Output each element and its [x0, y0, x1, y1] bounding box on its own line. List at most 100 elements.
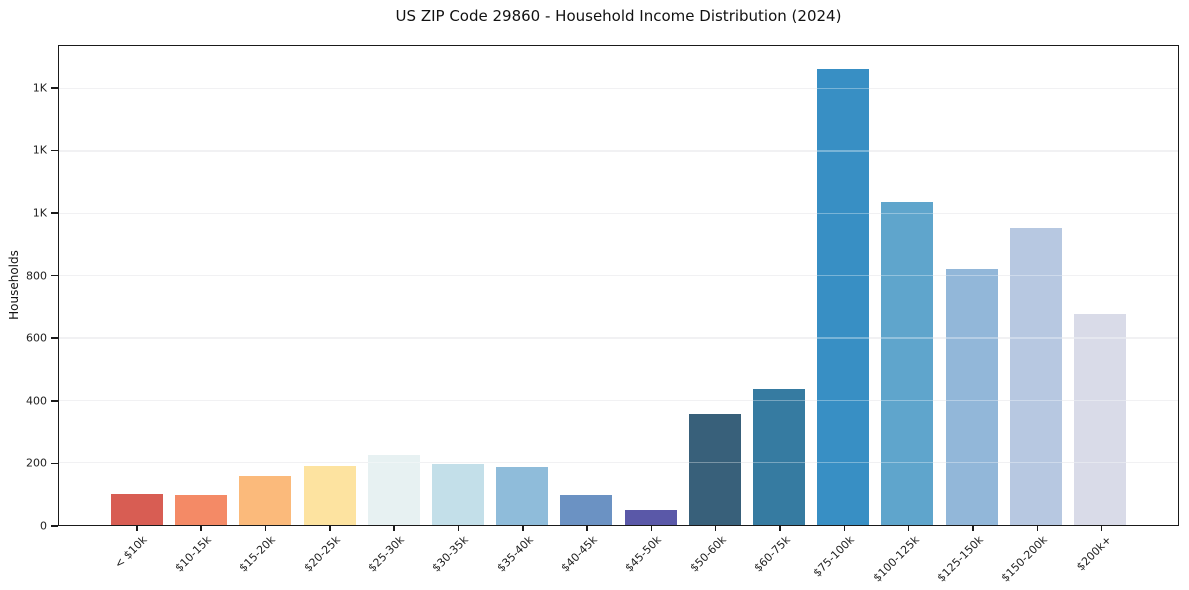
y-tick-mark-400 — [51, 400, 58, 402]
x-slot-125-150k: $125-150k — [935, 526, 1004, 590]
bar-slot-200k — [1068, 46, 1132, 525]
bar-slot-60-75k — [747, 46, 811, 525]
bar-150-200k — [1009, 228, 1062, 525]
gridline-800 — [59, 274, 1178, 277]
plot-area — [58, 45, 1179, 526]
gridline-400 — [59, 399, 1178, 402]
y-tick-mark-1000 — [51, 212, 58, 214]
bar-25-30k — [367, 455, 420, 525]
x-slot-50-60k: $50-60k — [683, 526, 747, 590]
gridline-800 — [59, 274, 1178, 277]
x-tick-mark-20-25k — [329, 526, 331, 531]
bar-slot-30-35k — [426, 46, 490, 525]
bar-100-125k — [881, 202, 934, 525]
x-tick-mark-10k — [136, 526, 138, 531]
x-tick-mark-60-75k — [779, 526, 781, 531]
y-tick-mark-200 — [51, 462, 58, 465]
y-tick-mark-1200 — [51, 149, 58, 152]
bar-slot-10-15k — [169, 46, 233, 525]
x-slot-25-30k: $25-30k — [361, 526, 425, 590]
y-tick-label-200: 200 — [26, 456, 47, 470]
x-tick-mark-50-60k — [714, 526, 717, 531]
bar-slot-100-125k — [875, 46, 939, 525]
bar-30-35k — [432, 464, 485, 525]
bar-50-60k — [688, 414, 741, 525]
gridline-1400 — [59, 87, 1178, 90]
x-slot-10k: < $10k — [104, 526, 168, 590]
x-tick-mark-35-40k — [522, 526, 524, 531]
x-slot-35-40k: $35-40k — [490, 526, 554, 590]
x-tick-mark-200k — [1100, 526, 1103, 531]
x-slot-10-15k: $10-15k — [168, 526, 232, 590]
gridlines-over — [59, 46, 1178, 525]
x-tick-mark-25-30k — [393, 526, 395, 531]
bar-40-45k — [560, 495, 613, 525]
x-tick-label-60-75k: $60-75k — [751, 533, 793, 575]
bars-layer — [59, 46, 1178, 525]
x-tick-label-10k: < $10k — [112, 533, 150, 571]
x-slot-200k: $200k+ — [1069, 526, 1133, 590]
bar-45-50k — [624, 510, 677, 525]
x-tick-label-10-15k: $10-15k — [172, 533, 214, 575]
x-tick-mark-30-35k — [457, 526, 460, 531]
bar-200k — [1073, 314, 1126, 525]
x-tick-label-15-20k: $15-20k — [237, 533, 279, 575]
gridline-1000 — [59, 212, 1178, 215]
x-tick-label-125-150k: $125-150k — [934, 533, 986, 585]
y-tick-label-400: 400 — [26, 394, 47, 408]
bar-slot-20-25k — [298, 46, 362, 525]
x-tick-label-200k: $200k+ — [1074, 533, 1115, 574]
y-tick-mark-600 — [51, 337, 58, 339]
bar-15-20k — [239, 476, 292, 525]
x-slot-30-35k: $30-35k — [426, 526, 490, 590]
x-slot-60-75k: $60-75k — [747, 526, 811, 590]
x-slot-150-200k: $150-200k — [999, 526, 1068, 590]
x-slot-20-25k: $20-25k — [297, 526, 361, 590]
y-tick-label-800: 800 — [26, 269, 47, 283]
x-slot-75-100k: $75-100k — [811, 526, 875, 590]
bar-60-75k — [752, 388, 805, 525]
bar-slot-25-30k — [362, 46, 426, 525]
x-tick-label-100-125k: $100-125k — [870, 533, 922, 585]
x-tick-label-40-45k: $40-45k — [558, 533, 600, 575]
bar-125-150k — [945, 268, 998, 525]
gridline-1400 — [59, 87, 1178, 90]
gridline-600 — [59, 337, 1178, 339]
x-axis: < $10k $10-15k $15-20k $20-25k $25-30k $30-35… — [58, 526, 1179, 590]
bar-slot-50-60k — [683, 46, 747, 525]
bar-slot-125-150k — [939, 46, 1003, 525]
x-tick-label-35-40k: $35-40k — [494, 533, 536, 575]
bar-10-15k — [175, 495, 228, 525]
y-tick-label-0: 0 — [40, 519, 47, 533]
chart-title: US ZIP Code 29860 - Household Income Dis… — [395, 7, 842, 25]
gridline-1000 — [59, 212, 1178, 215]
x-tick-label-30-35k: $30-35k — [429, 533, 472, 575]
x-slot-45-50k: $45-50k — [619, 526, 683, 590]
y-tick-mark-0 — [51, 525, 58, 527]
y-tick-label-1400: 1K — [32, 81, 47, 95]
x-tick-label-75-100k: $75-100k — [810, 533, 858, 580]
bar-75-100k — [817, 68, 870, 525]
y-tick-mark-800 — [51, 274, 58, 277]
gridline-600 — [59, 337, 1178, 339]
bar-slot-35-40k — [490, 46, 554, 525]
x-slot-15-20k: $15-20k — [233, 526, 297, 590]
gridline-1200 — [59, 150, 1178, 152]
x-tick-mark-10-15k — [200, 526, 202, 531]
bar-slot-15-20k — [233, 46, 297, 525]
x-tick-mark-15-20k — [264, 526, 267, 531]
x-tick-label-45-50k: $45-50k — [622, 533, 665, 575]
gridlines-under — [59, 46, 1178, 525]
x-tick-mark-45-50k — [650, 526, 653, 531]
x-slot-40-45k: $40-45k — [554, 526, 618, 590]
x-tick-mark-150-200k — [1036, 526, 1039, 531]
x-tick-mark-75-100k — [843, 526, 846, 531]
x-tick-label-25-30k: $25-30k — [365, 533, 407, 575]
bar-10k — [111, 493, 164, 525]
x-tick-label-50-60k: $50-60k — [687, 533, 729, 575]
x-tick-label-20-25k: $20-25k — [301, 533, 343, 575]
bar-20-25k — [303, 466, 356, 525]
bar-slot-75-100k — [811, 46, 875, 525]
bar-35-40k — [496, 467, 549, 525]
